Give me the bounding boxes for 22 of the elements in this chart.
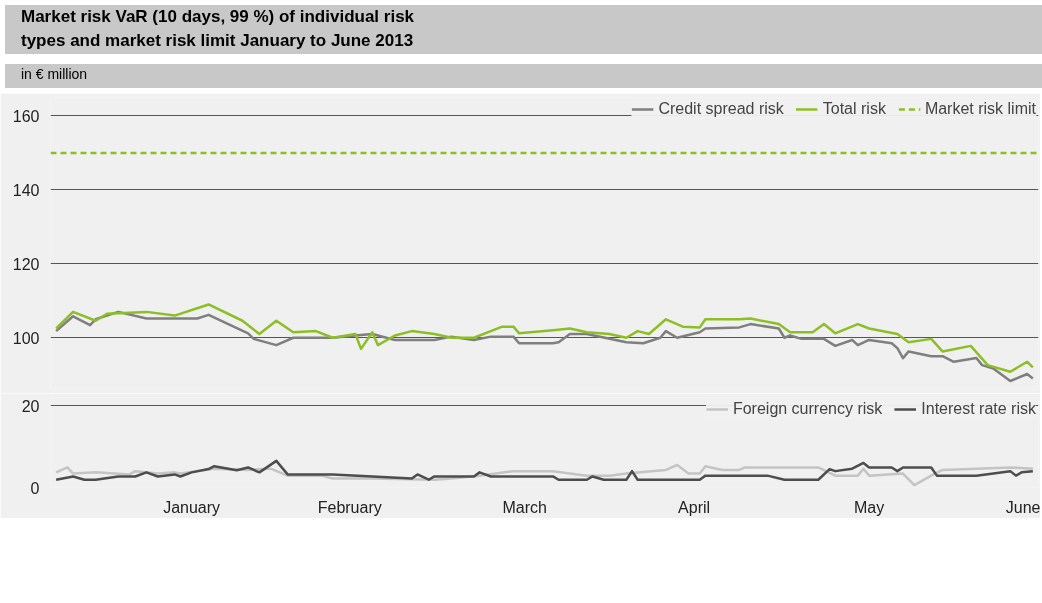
y-tick-label: 160 [12, 107, 40, 125]
y-tick-label: 100 [12, 329, 40, 347]
y-tick-label: 140 [12, 181, 40, 199]
y-tick-label: 120 [12, 255, 40, 273]
line-series [54, 310, 1035, 382]
x-tick-label: May [854, 498, 885, 516]
y-axis-title: in € million [21, 64, 88, 84]
x-tick-label: June [1005, 498, 1041, 516]
legend-label: Total risk [822, 99, 886, 118]
y-tick-label: 0 [30, 479, 40, 497]
y-tick-label: 20 [21, 397, 40, 415]
x-tick-label: February [317, 498, 382, 516]
legend-label: Foreign currency risk [732, 399, 883, 418]
legend-label: Interest rate risk [921, 399, 1036, 418]
x-tick-label: January [163, 498, 221, 516]
line-series [54, 302, 1035, 373]
line-series [54, 459, 1035, 481]
x-tick-label: April [678, 498, 711, 516]
legend-label: Credit spread risk [658, 99, 784, 118]
x-tick-label: March [502, 498, 547, 516]
legend-label: Market risk limit [924, 99, 1036, 118]
chart-title: Market risk VaR (10 days, 99 %) of individual risk types and market risk limit January to June 2013 [21, 7, 415, 51]
